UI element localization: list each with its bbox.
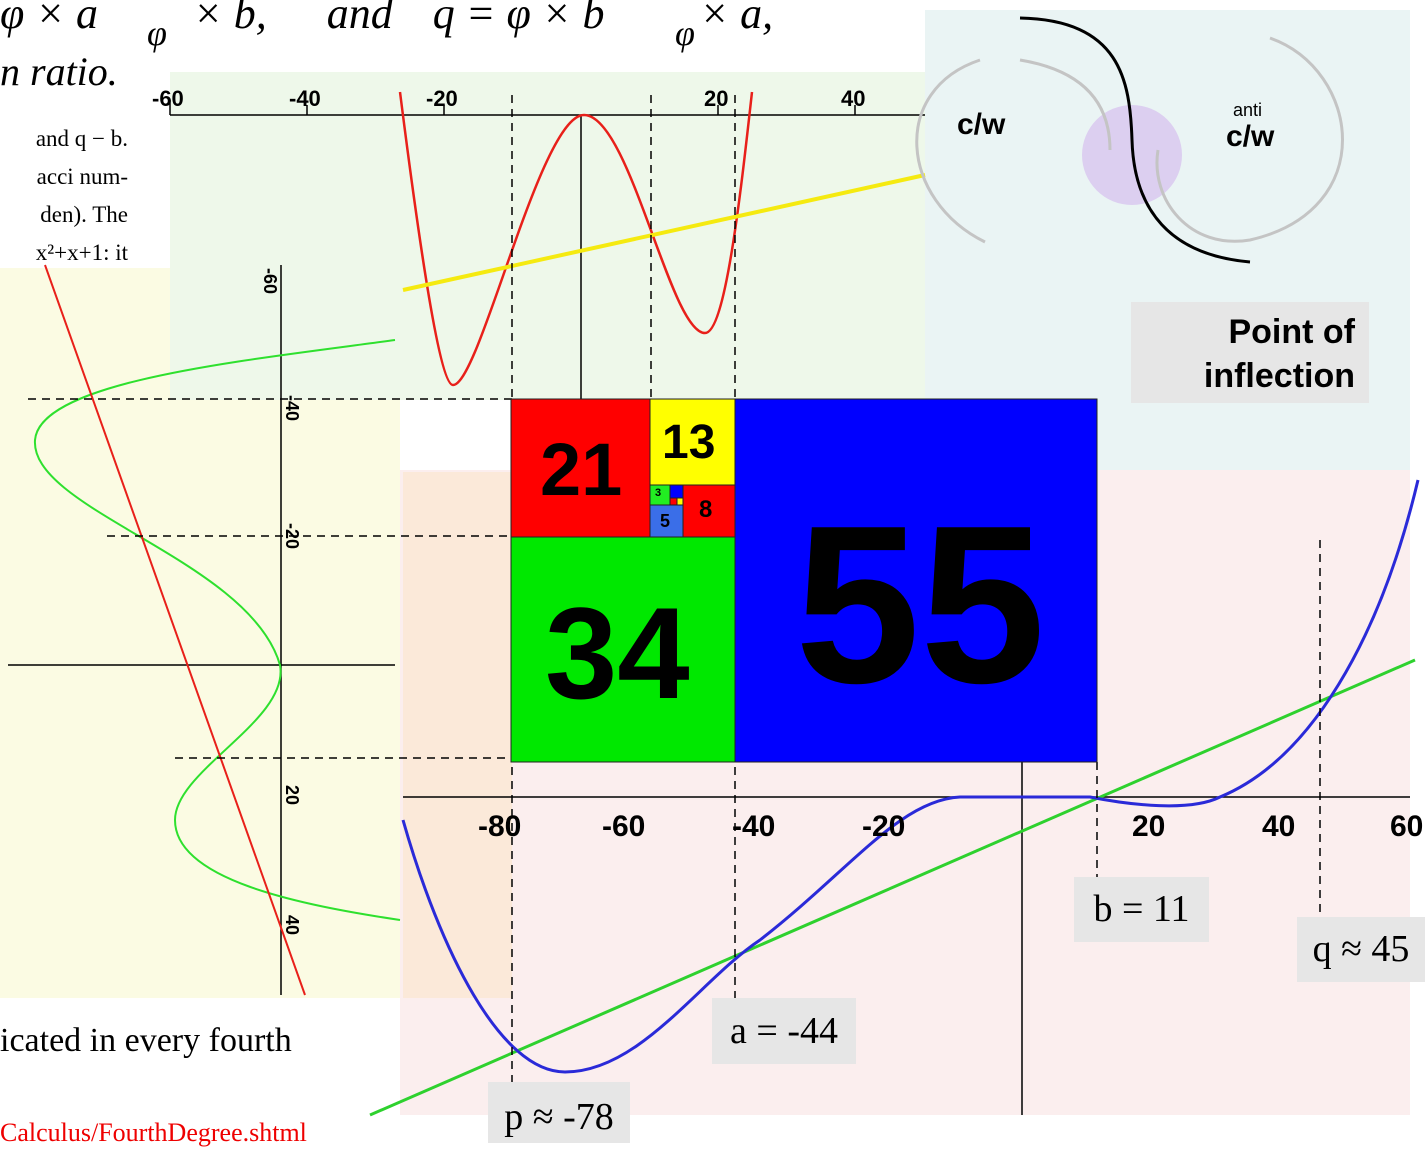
fib-label: 8 (699, 496, 712, 524)
subtitle: n ratio. (0, 48, 118, 95)
tick-label: -60 (602, 810, 645, 844)
text-line: den). The (36, 196, 128, 234)
fib-label: 55 (795, 475, 1045, 734)
fib-label: 34 (545, 578, 690, 728)
tick-label: 40 (281, 915, 302, 935)
tick-label: 40 (841, 86, 865, 112)
top-bg (170, 72, 925, 400)
tick-label: -40 (281, 395, 302, 421)
root-label: q ≈ 45 (1297, 917, 1425, 982)
page: φ × a× b,andq = φ × b× a, φ φ n ratio. a… (0, 0, 1428, 1143)
root-label: b = 11 (1074, 877, 1209, 942)
tick-label: 40 (1262, 810, 1295, 844)
tick-label: -20 (281, 523, 302, 549)
tick-label: 20 (704, 86, 728, 112)
text-line: and q − b. (36, 120, 128, 158)
text-lines: and q − b. acci num- den). The x²+x+1: i… (36, 120, 128, 272)
tick-label: -80 (478, 810, 521, 844)
tick-label: 20 (281, 785, 302, 805)
text-line: acci num- (36, 158, 128, 196)
text-line: x²+x+1: it (36, 234, 128, 272)
collage (0, 0, 1428, 1143)
tick-label: -20 (862, 810, 905, 844)
fib-label: 21 (540, 427, 622, 512)
footer-text: icated in every fourth (0, 1022, 292, 1060)
inflection-label: inflection (1131, 354, 1355, 398)
tick-label: -40 (732, 810, 775, 844)
tick-label: -40 (289, 86, 321, 112)
root-label: a = -44 (712, 998, 856, 1064)
inflection-box: Point of inflection (1131, 302, 1369, 403)
cw-label: c/w (957, 108, 1005, 142)
acw-label: c/w (1226, 120, 1274, 154)
tick-label: -60 (152, 86, 184, 112)
fib-label: 3 (655, 487, 661, 499)
tick-label: -60 (259, 268, 280, 294)
fib-label: 13 (662, 415, 715, 470)
phi: φ (675, 12, 695, 54)
inflection-label: Point of (1131, 310, 1355, 354)
fib-label: 5 (660, 511, 670, 532)
tick-label: 60 (1390, 810, 1423, 844)
tick-label: -20 (426, 86, 458, 112)
root-label: p ≈ -78 (488, 1082, 630, 1143)
phi: φ (147, 12, 167, 54)
tick-label: 20 (1132, 810, 1165, 844)
link[interactable]: Calculus/FourthDegree.shtml (0, 1118, 307, 1148)
overlap-bg (403, 472, 512, 998)
anti-label: anti (1233, 100, 1262, 121)
